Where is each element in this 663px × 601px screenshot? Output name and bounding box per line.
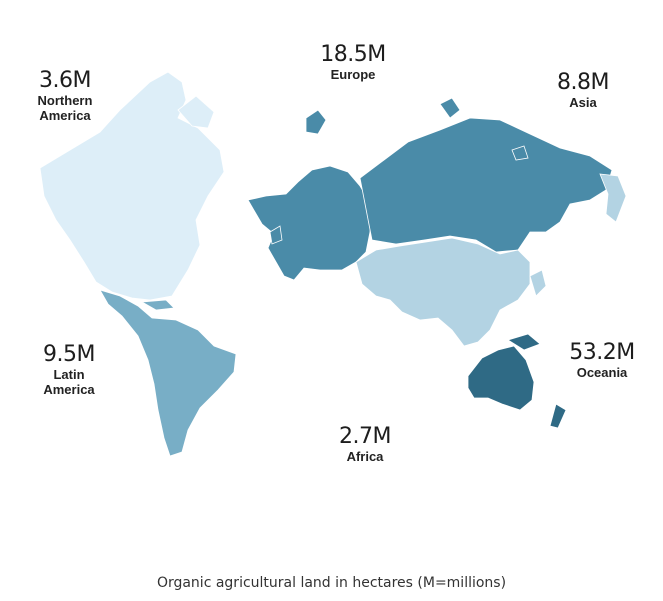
label-asia: 8.8M Asia [538,70,628,110]
value-latin-america: 9.5M [43,342,95,367]
value-northern-america: 3.6M [39,68,91,93]
value-europe: 18.5M [320,42,386,67]
label-oceania: 53.2M Oceania [554,340,650,380]
value-asia: 8.8M [557,70,609,95]
name-europe: Europe [330,67,376,82]
name-oceania: Oceania [576,365,628,380]
label-northern-america: 3.6M Northern America [20,68,110,123]
label-europe: 18.5M Europe [308,42,398,82]
region-shape-europe[interactable] [247,109,373,281]
region-shape-asia[interactable] [355,173,627,347]
value-oceania: 53.2M [569,340,635,365]
region-shape-northern-america[interactable] [39,71,225,301]
region-shape-europe-russia[interactable] [359,97,613,253]
region-shape-oceania[interactable] [467,333,567,429]
value-africa: 2.7M [339,424,391,449]
name-asia: Asia [569,95,597,110]
region-shape-latin-america[interactable] [99,289,237,457]
name-latin-america: Latin America [43,367,95,397]
name-northern-america: Northern America [37,93,93,123]
label-africa: 2.7M Africa [320,424,410,464]
map-caption: Organic agricultural land in hectares (M… [156,575,507,591]
name-africa: Africa [346,449,384,464]
label-latin-america: 9.5M Latin America [24,342,114,397]
